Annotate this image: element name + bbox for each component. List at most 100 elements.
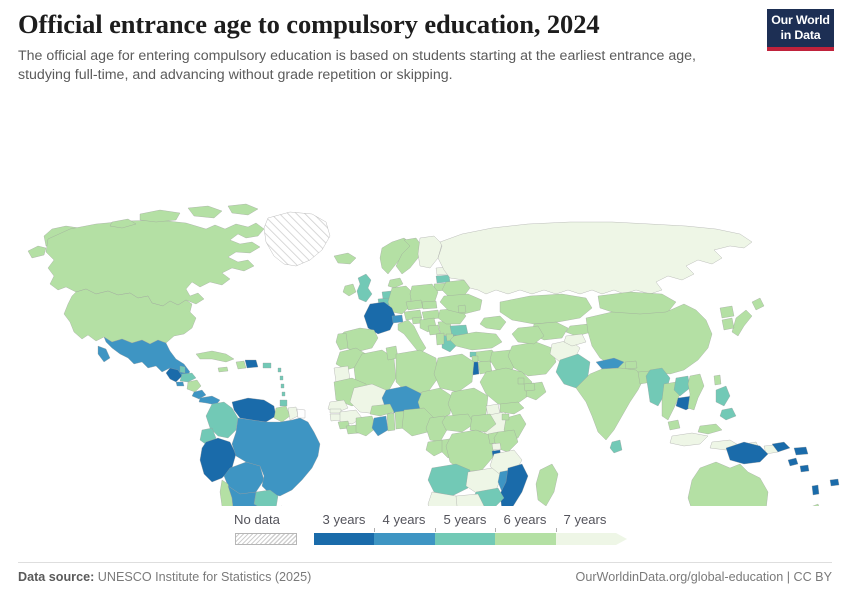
- legend-color-bar[interactable]: [314, 528, 617, 545]
- country-fiji[interactable]: [829, 478, 840, 487]
- country-central-african-republic[interactable]: [441, 413, 475, 433]
- country-madagascar[interactable]: [535, 463, 559, 506]
- country-south-korea[interactable]: [721, 317, 735, 331]
- country-trinidad-and-tobago[interactable]: [279, 399, 288, 407]
- legend-tick: [555, 528, 557, 532]
- country-jamaica[interactable]: [217, 366, 229, 373]
- country-moldova[interactable]: [457, 304, 467, 314]
- country-ivory-coast[interactable]: [355, 415, 377, 437]
- country-nepal[interactable]: [595, 357, 625, 370]
- country-philippines[interactable]: [715, 385, 737, 421]
- legend-bin-7-years[interactable]: [555, 528, 617, 545]
- country-sweden[interactable]: [395, 237, 423, 275]
- legend-bin-6-years[interactable]: [495, 528, 556, 545]
- country-guyana[interactable]: [273, 405, 291, 423]
- country-libya[interactable]: [395, 349, 439, 395]
- country-belize[interactable]: [179, 365, 186, 374]
- country-germany[interactable]: [387, 285, 413, 315]
- country-burkina-faso[interactable]: [369, 403, 395, 417]
- country-taiwan[interactable]: [713, 374, 722, 386]
- country-haiti[interactable]: [235, 360, 247, 370]
- country-caucasus[interactable]: [479, 315, 507, 331]
- country-denmark[interactable]: [387, 277, 404, 289]
- world-map-svg[interactable]: [0, 96, 850, 506]
- country-bhutan[interactable]: [624, 360, 638, 370]
- country-yemen[interactable]: [499, 401, 525, 415]
- legend-bin-4-years[interactable]: [374, 528, 435, 545]
- country-laos[interactable]: [673, 375, 691, 397]
- country-myanmar[interactable]: [645, 367, 671, 407]
- country-kazakhstan[interactable]: [499, 293, 593, 325]
- country-united-states[interactable]: [63, 288, 197, 345]
- legend-bin-3-years[interactable]: [314, 533, 375, 545]
- country-botswana[interactable]: [449, 493, 485, 506]
- owid-link[interactable]: OurWorldinData.org/global-education | CC…: [575, 570, 832, 584]
- country-iceland[interactable]: [333, 252, 357, 265]
- country-venezuela[interactable]: [231, 397, 277, 423]
- country-united-kingdom[interactable]: [356, 273, 373, 303]
- country-gabon[interactable]: [425, 439, 447, 457]
- country-solomon-islands[interactable]: [787, 457, 810, 473]
- country-malaysia[interactable]: [667, 419, 723, 435]
- country-switzerland[interactable]: [391, 314, 404, 324]
- country-czechia[interactable]: [405, 299, 424, 311]
- country-argentina[interactable]: [227, 485, 268, 506]
- country-canada-arctic[interactable]: [109, 203, 259, 229]
- country-mexico[interactable]: [97, 336, 191, 379]
- country-brazil[interactable]: [231, 417, 321, 497]
- country-gulf-states[interactable]: [517, 377, 536, 392]
- owid-logo[interactable]: Our World in Data: [767, 9, 834, 51]
- legend-bin-5-years[interactable]: [434, 528, 496, 545]
- country-lesser-antilles[interactable]: [277, 367, 286, 397]
- country-vietnam[interactable]: [687, 373, 705, 411]
- chart-subtitle: The official age for entering compulsory…: [18, 47, 696, 83]
- country-sri-lanka[interactable]: [609, 439, 623, 454]
- country-greenland-no-data[interactable]: [263, 211, 331, 267]
- country-egypt[interactable]: [433, 353, 475, 393]
- country-finland[interactable]: [417, 235, 443, 269]
- country-vanuatu[interactable]: [811, 484, 820, 496]
- country-france[interactable]: [363, 301, 397, 335]
- country-angola[interactable]: [427, 463, 471, 497]
- country-french-guiana[interactable]: [296, 408, 306, 419]
- country-dominican-republic[interactable]: [244, 359, 259, 369]
- country-nicaragua[interactable]: [186, 379, 202, 393]
- country-north-korea[interactable]: [719, 305, 735, 319]
- country-kyrgyzstan[interactable]: [565, 323, 593, 337]
- country-namibia[interactable]: [427, 491, 458, 506]
- country-russia[interactable]: [437, 221, 753, 295]
- country-saudi-arabia[interactable]: [479, 367, 533, 407]
- country-ghana[interactable]: [371, 415, 389, 437]
- country-iran[interactable]: [507, 341, 557, 377]
- country-japan[interactable]: [731, 297, 765, 337]
- country-slovakia[interactable]: [421, 300, 438, 310]
- legend-no-data-swatch[interactable]: [235, 533, 297, 545]
- country-peru[interactable]: [199, 437, 237, 483]
- country-portugal[interactable]: [335, 332, 349, 351]
- country-puerto-rico[interactable]: [262, 362, 272, 369]
- country-ukraine[interactable]: [439, 293, 483, 315]
- country-togo[interactable]: [386, 410, 406, 432]
- country-colombia[interactable]: [205, 401, 239, 439]
- country-suriname[interactable]: [287, 406, 299, 421]
- country-china[interactable]: [585, 303, 713, 377]
- country-papua-new-guinea[interactable]: [725, 441, 809, 465]
- country-costa-rica[interactable]: [191, 389, 207, 400]
- country-south-sudan[interactable]: [469, 413, 497, 433]
- country-ireland[interactable]: [342, 283, 357, 297]
- country-new-zealand[interactable]: [796, 503, 822, 506]
- country-australia[interactable]: [687, 461, 769, 506]
- world-choropleth-map[interactable]: [0, 96, 850, 506]
- country-mozambique[interactable]: [499, 463, 529, 506]
- owid-logo-line1: Our World: [771, 13, 830, 28]
- country-turkey[interactable]: [449, 331, 503, 351]
- country-turkmenistan[interactable]: [511, 325, 545, 345]
- country-rwanda[interactable]: [491, 442, 502, 451]
- country-bosnia-and-herzegovina[interactable]: [427, 324, 441, 336]
- country-cuba[interactable]: [195, 350, 235, 363]
- country-el-salvador[interactable]: [175, 381, 185, 387]
- country-india[interactable]: [575, 367, 645, 441]
- country-djibouti[interactable]: [501, 413, 510, 421]
- country-honduras[interactable]: [179, 372, 197, 383]
- country-tajikistan[interactable]: [563, 333, 587, 347]
